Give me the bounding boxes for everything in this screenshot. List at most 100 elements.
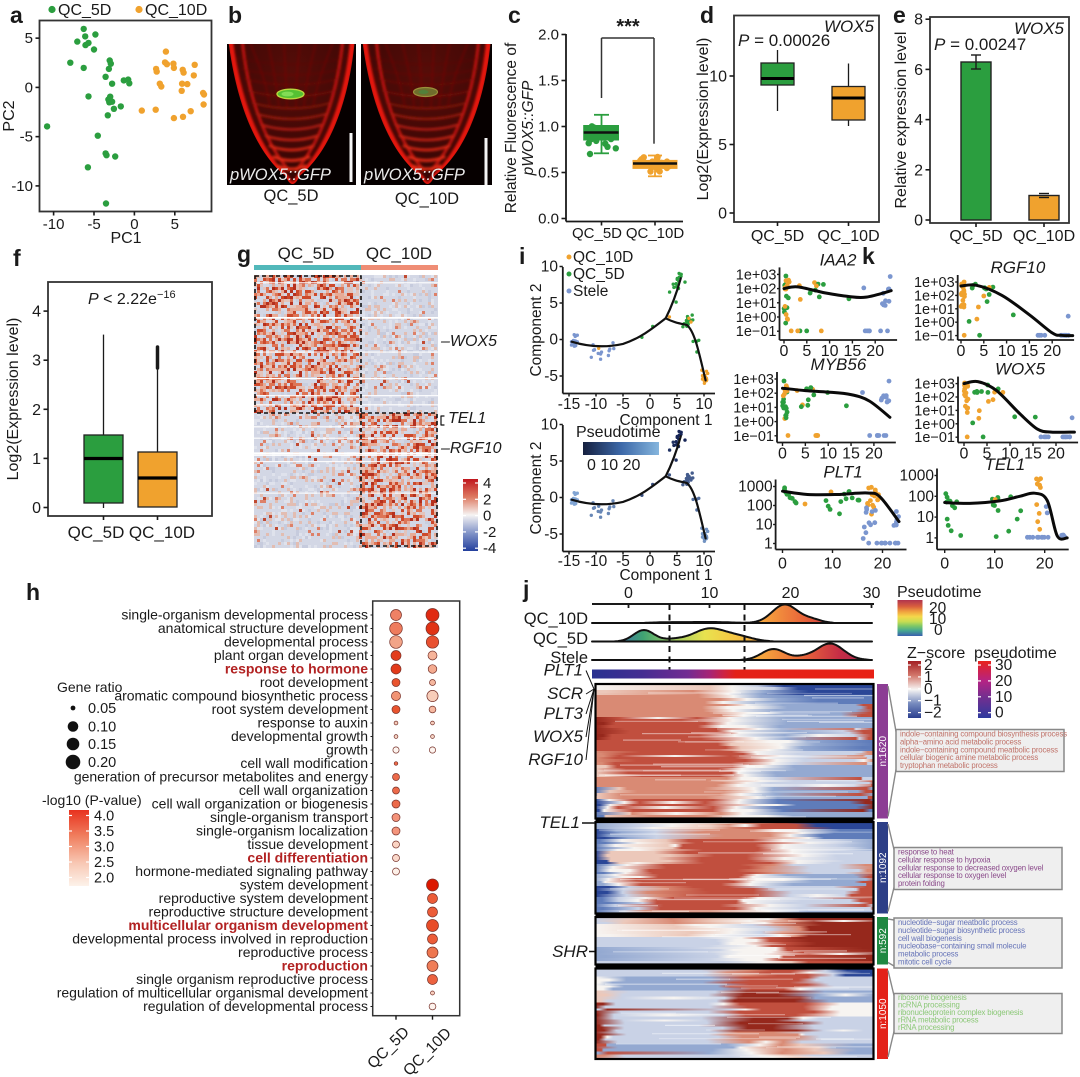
svg-text:PLT1: PLT1 (823, 463, 862, 482)
svg-text:response to heat: response to heat (898, 847, 955, 856)
svg-text:QC_10D: QC_10D (129, 523, 195, 542)
svg-text:1e−01: 1e−01 (914, 430, 955, 446)
svg-text:30: 30 (995, 657, 1013, 674)
svg-text:response to hormone: response to hormone (225, 661, 368, 677)
svg-text:-5: -5 (20, 129, 33, 146)
svg-text:1e+02: 1e+02 (914, 288, 955, 304)
svg-text:hormone-mediated signaling pat: hormone-mediated signaling pathway (135, 863, 368, 879)
svg-text:20: 20 (1036, 556, 1054, 573)
svg-text:-5: -5 (87, 216, 100, 233)
svg-text:0: 0 (130, 216, 138, 233)
svg-text:QC_10D: QC_10D (145, 2, 207, 19)
svg-text:cellular response to decreased: cellular response to decreased oxygen le… (898, 863, 1044, 872)
svg-text:QC_5D: QC_5D (572, 225, 622, 242)
svg-text:single organism reproductive p: single organism reproductive process (136, 971, 368, 987)
svg-text:***: *** (616, 16, 640, 38)
svg-text:0: 0 (646, 396, 655, 413)
svg-text:-10: -10 (585, 396, 608, 413)
svg-text:Pseudotime: Pseudotime (576, 424, 661, 441)
svg-text:0: 0 (957, 343, 966, 360)
svg-text:-5: -5 (544, 368, 558, 385)
svg-text:0.5: 0.5 (538, 165, 559, 182)
svg-text:alpha−amino acid metabolic pro: alpha−amino acid metabolic process (900, 737, 1021, 746)
svg-text:4: 4 (32, 304, 41, 321)
svg-text:Component 2: Component 2 (528, 283, 545, 376)
svg-text:ribosome biogenesis: ribosome biogenesis (898, 993, 967, 1002)
svg-text:pWOX5::GFP: pWOX5::GFP (363, 166, 465, 184)
svg-text:SHR: SHR (552, 942, 588, 961)
svg-text:Stele: Stele (573, 283, 608, 300)
svg-text:2.0: 2.0 (94, 871, 114, 887)
svg-text:WOX5: WOX5 (824, 17, 875, 36)
svg-text:5: 5 (983, 446, 992, 463)
svg-text:Relative Fluorescence of: Relative Fluorescence of (503, 42, 520, 213)
svg-text:root development: root development (260, 674, 368, 690)
svg-text:0: 0 (960, 446, 969, 463)
svg-text:anatomical structure developme: anatomical structure development (158, 620, 368, 636)
svg-text:5: 5 (171, 216, 179, 233)
svg-text:regulation of multicellular or: regulation of multicellular organismal d… (57, 985, 368, 1001)
svg-text:1: 1 (764, 536, 773, 553)
svg-text:1e+01: 1e+01 (914, 302, 955, 318)
svg-text:k: k (862, 243, 875, 269)
svg-text:1e+00: 1e+00 (736, 310, 777, 326)
svg-text:b: b (228, 2, 242, 28)
svg-text:0: 0 (924, 681, 933, 698)
svg-text:i: i (519, 243, 525, 269)
svg-text:3.5: 3.5 (94, 824, 114, 840)
svg-text:plant organ development: plant organ development (214, 647, 368, 663)
svg-text:WOX5: WOX5 (1014, 19, 1065, 38)
svg-text:d: d (700, 2, 714, 28)
svg-text:Component 1: Component 1 (619, 567, 712, 584)
svg-text:reproduction: reproduction (282, 958, 368, 974)
svg-text:TEL1: TEL1 (539, 813, 580, 832)
svg-text:1: 1 (924, 669, 933, 686)
svg-text:0: 0 (718, 206, 727, 223)
svg-text:20: 20 (865, 446, 883, 463)
svg-text:nucleotide−sugar meatbolic pro: nucleotide−sugar meatbolic process (898, 918, 1018, 927)
svg-text:15: 15 (844, 343, 862, 360)
svg-text:1000: 1000 (900, 468, 935, 485)
svg-text:15: 15 (1024, 446, 1042, 463)
svg-text:5: 5 (25, 30, 33, 47)
svg-text:-5: -5 (616, 396, 630, 413)
svg-text:20: 20 (995, 673, 1013, 690)
svg-text:10: 10 (824, 556, 842, 573)
svg-text:developmental growth: developmental growth (231, 728, 368, 744)
svg-text:pWOX5::GFP: pWOX5::GFP (520, 80, 537, 176)
svg-text:RGF10: RGF10 (990, 258, 1045, 277)
svg-text:1e+03: 1e+03 (914, 377, 955, 393)
svg-text:20: 20 (874, 556, 892, 573)
svg-text:-15: -15 (558, 396, 580, 413)
svg-text:g: g (237, 241, 251, 267)
svg-text:P < 2.22e−16: P < 2.22e−16 (88, 289, 176, 308)
svg-text:1e+01: 1e+01 (914, 403, 955, 419)
svg-text:QC_5D: QC_5D (751, 228, 804, 245)
svg-text:Pseudotime: Pseudotime (897, 584, 982, 601)
svg-text:pWOX5::GFP: pWOX5::GFP (229, 166, 331, 184)
svg-text:cell wall organization or biog: cell wall organization or biogenesis (152, 796, 368, 812)
svg-text:10: 10 (541, 259, 559, 276)
svg-text:cell differentiation: cell differentiation (247, 850, 368, 866)
svg-text:−2: −2 (924, 705, 942, 722)
svg-text:regulation of developmental pr: regulation of developmental process (143, 998, 368, 1014)
svg-text:0.15: 0.15 (88, 737, 116, 753)
svg-text:a: a (10, 2, 23, 28)
svg-text:MYB56: MYB56 (811, 355, 867, 374)
svg-text:developmental process: developmental process (224, 634, 368, 650)
svg-text:1e+02: 1e+02 (914, 390, 955, 406)
svg-text:reproductive process: reproductive process (238, 944, 368, 960)
svg-text:QC_10D: QC_10D (366, 244, 432, 263)
svg-text:e: e (893, 2, 906, 28)
svg-text:0: 0 (780, 343, 789, 360)
svg-text:100: 100 (747, 498, 773, 515)
svg-text:30: 30 (863, 585, 881, 602)
svg-text:−1: −1 (924, 693, 942, 710)
svg-text:-10: -10 (43, 216, 65, 233)
svg-text:single-organism transport: single-organism transport (210, 809, 368, 825)
svg-text:cellular response to hypoxia: cellular response to hypoxia (898, 855, 991, 864)
svg-text:0: 0 (32, 500, 41, 517)
svg-text:QC_10D: QC_10D (573, 249, 633, 266)
svg-text:metabolic process: metabolic process (898, 950, 959, 959)
svg-text:multicellular organism develop: multicellular organism development (128, 917, 368, 933)
